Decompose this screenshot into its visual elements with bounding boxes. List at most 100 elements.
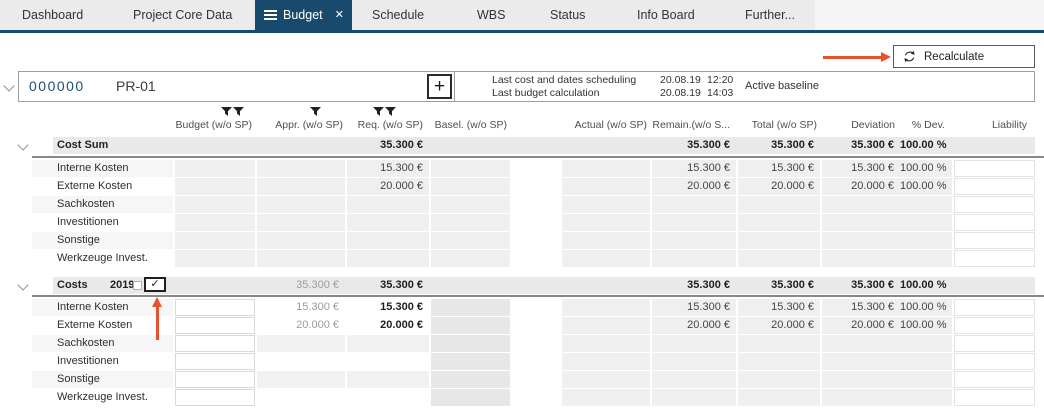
summary-deviation: 35.300 € [851, 279, 894, 291]
annotation-arrow-checkbox [151, 297, 165, 342]
column-header-remain[interactable]: Remain.(w/o S... [652, 119, 730, 131]
cell-budget [175, 196, 255, 213]
cell-req-input[interactable]: 15.300 € [347, 299, 429, 316]
cell-remain: 15.300 € [652, 160, 736, 177]
cell-actual [562, 178, 650, 195]
cell-appr [257, 178, 345, 195]
summary-req: 35.300 € [380, 279, 423, 291]
tab-info-board[interactable]: Info Board [637, 8, 695, 22]
cell-remain [652, 335, 736, 352]
filter-icons-appr[interactable] [310, 107, 321, 116]
summary-total: 35.300 € [771, 139, 814, 151]
tab-dashboard[interactable]: Dashboard [22, 8, 84, 22]
row-label: Externe Kosten [57, 319, 133, 331]
close-icon[interactable]: ✕ [334, 9, 344, 21]
cell-appr-input[interactable] [257, 389, 345, 406]
cell-deviation [822, 214, 900, 231]
group-collapse-chevron[interactable] [17, 279, 29, 291]
cell-budget-input[interactable] [175, 371, 255, 388]
column-header-actual[interactable]: Actual (w/o SP) [574, 119, 647, 131]
column-header-appr[interactable]: Appr. (w/o SP) [275, 119, 343, 131]
group-band [53, 137, 1035, 154]
cell-total [738, 196, 820, 213]
column-header-total[interactable]: Total (w/o SP) [751, 119, 817, 131]
cell-remain: 20.000 € [652, 317, 736, 334]
project-number: 000000 [29, 78, 85, 94]
cell-req-input[interactable] [347, 371, 429, 388]
cell-appr-input[interactable] [257, 335, 345, 352]
cell-appr-input[interactable] [257, 371, 345, 388]
cell-actual [562, 214, 650, 231]
group-title: Cost Sum [57, 139, 109, 151]
cell-deviation [822, 196, 900, 213]
annotation-arrow-recalculate [823, 51, 893, 64]
cell-actual [562, 335, 650, 352]
add-button[interactable]: + [427, 74, 452, 99]
last-scheduling-time: 12:20 [707, 74, 734, 86]
group-collapse-chevron[interactable] [17, 139, 29, 151]
filter-icons-budget[interactable] [221, 107, 244, 116]
tab-bar: Dashboard Project Core Data Budget ✕ Sch… [0, 0, 1044, 30]
cell-budget-input[interactable] [175, 353, 255, 370]
cell-req-input[interactable] [347, 389, 429, 406]
column-header-pdev[interactable]: % Dev. [911, 119, 945, 131]
cell-appr-input[interactable]: 20.000 € [257, 317, 345, 334]
costs-2019-rows: Interne Kosten 15.300 € 15.300 € 15.300 … [0, 299, 1044, 407]
tab-project-core-data[interactable]: Project Core Data [133, 8, 233, 22]
cell-remain [652, 371, 736, 388]
cell-req-input[interactable] [347, 353, 429, 370]
group-year: 2019 [110, 279, 135, 291]
tab-budget[interactable]: Budget ✕ [255, 0, 352, 30]
cell-actual [562, 196, 650, 213]
row-label: Investitionen [57, 216, 119, 228]
tab-wbs[interactable]: WBS [477, 8, 506, 22]
menu-icon[interactable] [264, 10, 277, 22]
tabbar-underline [0, 30, 1044, 33]
cell-remain [652, 389, 736, 406]
cell-remain [652, 214, 736, 231]
tab-further[interactable]: Further... [745, 8, 796, 22]
table-row: Sonstige [0, 371, 1044, 388]
tab-status[interactable]: Status [550, 8, 586, 22]
column-header-budget[interactable]: Budget (w/o SP) [175, 119, 252, 131]
cell-appr [257, 232, 345, 249]
cell-budget-input[interactable] [175, 389, 255, 406]
summary-req: 35.300 € [380, 139, 423, 151]
cell-deviation [822, 371, 900, 388]
cell-appr-input[interactable]: 15.300 € [257, 299, 345, 316]
cell-actual [562, 160, 650, 177]
column-header-deviation[interactable]: Deviation [851, 119, 895, 131]
summary-remain: 35.300 € [687, 279, 730, 291]
summary-deviation: 35.300 € [851, 139, 894, 151]
column-header-liability[interactable]: Liability [991, 119, 1027, 131]
tab-schedule[interactable]: Schedule [372, 8, 425, 22]
row-label: Sonstige [32, 371, 173, 388]
cell-budget [175, 214, 255, 231]
filter-icons-req[interactable] [373, 107, 396, 116]
table-row: Investitionen [0, 353, 1044, 370]
cell-liability [954, 178, 1035, 195]
group-header-cost-sum: Cost Sum 35.300 € 35.300 € 35.300 € 35.3… [0, 137, 1044, 154]
checkbox-unchecked[interactable] [133, 281, 142, 290]
cell-req: 15.300 € [347, 160, 429, 177]
column-header-basel[interactable]: Basel. (w/o SP) [434, 119, 507, 131]
cell-budget-input[interactable] [175, 317, 255, 334]
cell-appr-input[interactable] [257, 353, 345, 370]
recalculate-button[interactable]: Recalculate [893, 45, 1035, 68]
cell-liability [954, 232, 1035, 249]
cell-deviation: 15.300 € [822, 160, 900, 177]
cell-budget-input[interactable] [175, 299, 255, 316]
filter-icon [385, 107, 396, 116]
project-expand-chevron[interactable] [3, 80, 15, 92]
cell-req-input[interactable] [347, 335, 429, 352]
table-row: Externe Kosten 20.000 € 20.000 € 20.000 … [0, 178, 1044, 195]
column-header-req[interactable]: Req. (w/o SP) [357, 119, 423, 131]
cell-req-input[interactable]: 20.000 € [347, 317, 429, 334]
summary-remain: 35.300 € [687, 139, 730, 151]
cell-basel [431, 335, 510, 352]
cell-remain [652, 353, 736, 370]
checkbox-checked[interactable]: ✓ [144, 277, 166, 292]
cell-total: 15.300 € [738, 299, 820, 316]
cell-budget-input[interactable] [175, 335, 255, 352]
cell-liability [954, 317, 1035, 334]
